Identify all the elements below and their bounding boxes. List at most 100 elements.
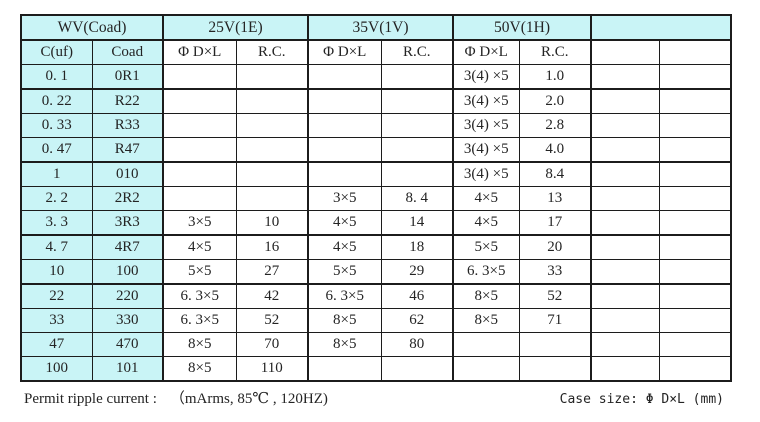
header-coad: Coad xyxy=(91,39,164,65)
header-case-size-35v: Φ D×L xyxy=(307,39,382,65)
value-cell: 3×5 xyxy=(162,210,237,236)
table-row: 0. 47 R47 3(4) ×5 4.0 xyxy=(20,137,732,163)
value-cell xyxy=(380,64,454,90)
value-cell: 80 xyxy=(380,332,454,357)
value-cell xyxy=(658,64,732,90)
value-cell: 70 xyxy=(235,332,309,357)
value-cell xyxy=(380,137,454,163)
table-header-column-row: C(uf) Coad Φ D×L R.C. Φ D×L R.C. Φ D×L R… xyxy=(20,39,732,65)
header-case-size-25v: Φ D×L xyxy=(162,39,237,65)
value-cell xyxy=(590,308,660,333)
ripple-current-value: （mArms, 85℃ , 120HZ) xyxy=(169,391,328,407)
value-cell xyxy=(658,88,732,114)
value-cell: 16 xyxy=(235,234,309,260)
code-cell: R33 xyxy=(91,113,164,138)
header-case-size-50v: Φ D×L xyxy=(452,39,520,65)
value-cell: 29 xyxy=(380,259,454,285)
value-cell: 8×5 xyxy=(162,356,237,382)
capacitance-cell: 0. 1 xyxy=(20,64,93,90)
value-cell: 3×5 xyxy=(307,186,382,211)
value-cell: 62 xyxy=(380,308,454,333)
capacitance-cell: 2. 2 xyxy=(20,186,93,211)
value-cell xyxy=(590,210,660,236)
value-cell: 3(4) ×5 xyxy=(452,113,520,138)
header-extra xyxy=(590,14,732,41)
value-cell xyxy=(658,308,732,333)
code-cell: 100 xyxy=(91,259,164,285)
value-cell xyxy=(590,113,660,138)
value-cell xyxy=(590,356,660,382)
value-cell: 71 xyxy=(518,308,592,333)
value-cell xyxy=(658,356,732,382)
value-cell xyxy=(380,356,454,382)
table-row: 10 100 5×5 27 5×5 29 6. 3×5 33 xyxy=(20,259,732,285)
value-cell xyxy=(590,161,660,187)
value-cell: 1.0 xyxy=(518,64,592,90)
value-cell: 4×5 xyxy=(307,210,382,236)
value-cell: 6. 3×5 xyxy=(162,308,237,333)
table-row: 47 470 8×5 70 8×5 80 xyxy=(20,332,732,357)
value-cell: 8. 4 xyxy=(380,186,454,211)
value-cell: 8×5 xyxy=(452,283,520,309)
value-cell xyxy=(590,137,660,163)
code-cell: 0R1 xyxy=(91,64,164,90)
value-cell: 42 xyxy=(235,283,309,309)
value-cell: 52 xyxy=(235,308,309,333)
header-rc-50v: R.C. xyxy=(518,39,592,65)
header-empty-1 xyxy=(590,39,660,65)
code-cell: R22 xyxy=(91,88,164,114)
value-cell xyxy=(307,161,382,187)
capacitance-cell: 100 xyxy=(20,356,93,382)
value-cell: 4×5 xyxy=(452,186,520,211)
value-cell: 4×5 xyxy=(307,234,382,260)
header-25v: 25V(1E) xyxy=(162,14,309,41)
value-cell xyxy=(518,356,592,382)
value-cell: 2.8 xyxy=(518,113,592,138)
capacitance-cell: 0. 22 xyxy=(20,88,93,114)
value-cell: 17 xyxy=(518,210,592,236)
value-cell xyxy=(658,283,732,309)
value-cell: 8×5 xyxy=(452,308,520,333)
capacitance-cell: 47 xyxy=(20,332,93,357)
value-cell: 4×5 xyxy=(452,210,520,236)
value-cell xyxy=(235,113,309,138)
value-cell xyxy=(307,64,382,90)
capacitance-cell: 0. 47 xyxy=(20,137,93,163)
header-rc-35v: R.C. xyxy=(380,39,454,65)
value-cell xyxy=(307,113,382,138)
table-row: 0. 22 R22 3(4) ×5 2.0 xyxy=(20,88,732,114)
table-header-voltage-row: WV(Coad) 25V(1E) 35V(1V) 50V(1H) xyxy=(20,14,732,41)
value-cell: 3(4) ×5 xyxy=(452,88,520,114)
capacitance-cell: 33 xyxy=(20,308,93,333)
value-cell xyxy=(162,113,237,138)
table-row: 22 220 6. 3×5 42 6. 3×5 46 8×5 52 xyxy=(20,283,732,309)
value-cell xyxy=(307,137,382,163)
value-cell: 5×5 xyxy=(307,259,382,285)
value-cell: 8×5 xyxy=(162,332,237,357)
value-cell xyxy=(307,88,382,114)
value-cell: 33 xyxy=(518,259,592,285)
code-cell: 220 xyxy=(91,283,164,309)
value-cell xyxy=(380,161,454,187)
table-row: 0. 33 R33 3(4) ×5 2.8 xyxy=(20,113,732,138)
value-cell xyxy=(658,137,732,163)
header-wv-coad: WV(Coad) xyxy=(20,14,164,41)
value-cell xyxy=(162,186,237,211)
value-cell: 46 xyxy=(380,283,454,309)
value-cell xyxy=(162,161,237,187)
value-cell xyxy=(590,64,660,90)
code-cell: R47 xyxy=(91,137,164,163)
value-cell xyxy=(658,332,732,357)
table-row: 2. 2 2R2 3×5 8. 4 4×5 13 xyxy=(20,186,732,211)
value-cell: 3(4) ×5 xyxy=(452,137,520,163)
value-cell xyxy=(452,332,520,357)
value-cell xyxy=(307,356,382,382)
case-size-note: Case size: Φ D×L (mm) xyxy=(559,392,724,407)
value-cell xyxy=(235,137,309,163)
table-body: 0. 1 0R1 3(4) ×5 1.0 0. 22 R22 3(4) ×5 2.0 0. 33… xyxy=(20,64,732,382)
value-cell xyxy=(658,186,732,211)
value-cell xyxy=(590,88,660,114)
table-row: 100 101 8×5 110 xyxy=(20,356,732,382)
value-cell xyxy=(658,113,732,138)
value-cell: 5×5 xyxy=(452,234,520,260)
